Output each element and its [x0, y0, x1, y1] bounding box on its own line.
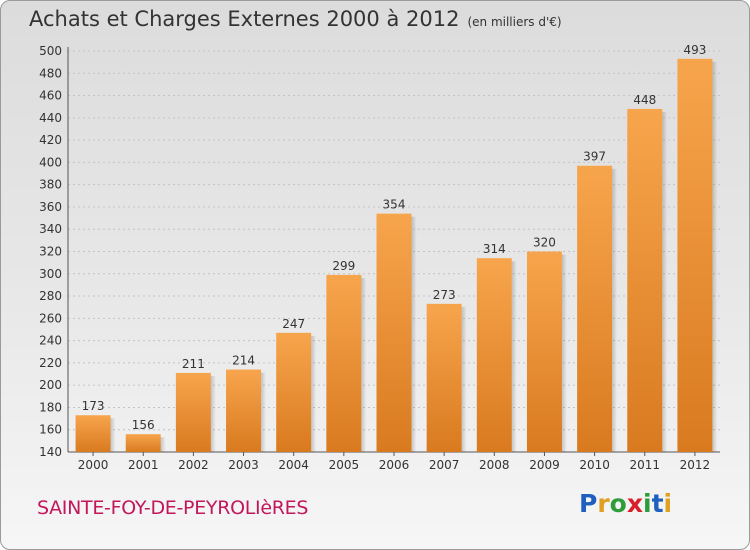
y-tick-label: 240 [39, 334, 62, 348]
x-tick-label: 2001 [128, 458, 159, 472]
y-tick-label: 360 [39, 200, 62, 214]
x-tick-label: 2002 [178, 458, 209, 472]
chart-subtitle: (en milliers d'€) [467, 15, 562, 29]
y-tick-label: 380 [39, 178, 62, 192]
bar-shadow [511, 261, 517, 452]
bar-shadow [712, 61, 718, 453]
x-tick-label: 2004 [278, 458, 309, 472]
data-label: 354 [383, 198, 406, 212]
bar [75, 415, 111, 452]
data-label: 314 [483, 242, 506, 256]
data-label: 448 [633, 93, 656, 107]
bar [175, 372, 211, 452]
proxiti-logo: Proxiti [579, 489, 672, 518]
data-label: 493 [683, 43, 706, 57]
bar-shadow [110, 418, 116, 452]
bar-shadow [160, 437, 166, 452]
data-label: 173 [82, 399, 105, 413]
x-tick-label: 2005 [329, 458, 360, 472]
bar [476, 258, 512, 452]
bar-shadow [210, 375, 216, 452]
data-label: 214 [232, 354, 255, 368]
logo-letter: i [663, 489, 673, 518]
x-tick-label: 2003 [228, 458, 259, 472]
logo-letter: r [597, 489, 610, 518]
y-tick-label: 260 [39, 311, 62, 325]
data-label: 156 [132, 418, 155, 432]
chart-title-text: Achats et Charges Externes 2000 à 2012 [29, 7, 460, 31]
y-tick-label: 160 [39, 423, 62, 437]
bar-shadow [361, 277, 367, 452]
y-tick-label: 460 [39, 89, 62, 103]
data-label: 247 [282, 317, 305, 331]
bar-shadow [261, 372, 267, 452]
y-tick-label: 220 [39, 356, 62, 370]
chart-title: Achats et Charges Externes 2000 à 2012 (e… [29, 7, 562, 31]
bar-shadow [612, 168, 618, 452]
bar [276, 332, 312, 452]
bar [627, 108, 663, 452]
logo-letter: o [609, 489, 627, 518]
x-tick-label: 2011 [629, 458, 660, 472]
x-tick-label: 2008 [479, 458, 510, 472]
x-tick-label: 2007 [429, 458, 460, 472]
y-tick-label: 440 [39, 111, 62, 125]
data-label: 320 [533, 236, 556, 250]
bar-shadow [461, 306, 467, 452]
bar [326, 274, 362, 452]
bar [577, 165, 613, 452]
bar [226, 369, 262, 452]
x-tick-label: 2006 [379, 458, 410, 472]
logo-letter: x [626, 489, 643, 518]
bar [526, 251, 562, 452]
commune-name: SAINTE-FOY-DE-PEYROLIèRES [37, 497, 309, 519]
y-tick-label: 320 [39, 245, 62, 259]
y-tick-label: 200 [39, 378, 62, 392]
bar-shadow [411, 216, 417, 452]
bar [376, 213, 412, 452]
y-tick-label: 140 [39, 445, 62, 459]
y-tick-label: 400 [39, 155, 62, 169]
y-tick-label: 420 [39, 133, 62, 147]
x-tick-label: 2000 [78, 458, 109, 472]
data-label: 273 [433, 288, 456, 302]
x-tick-label: 2012 [680, 458, 711, 472]
bar-shadow [561, 254, 567, 452]
y-tick-label: 480 [39, 66, 62, 80]
y-tick-label: 180 [39, 400, 62, 414]
bar-shadow [662, 111, 668, 452]
logo-letter: P [579, 489, 598, 518]
x-tick-label: 2009 [529, 458, 560, 472]
logo-letter: i [643, 489, 652, 518]
y-tick-label: 340 [39, 222, 62, 236]
y-tick-label: 280 [39, 289, 62, 303]
y-tick-label: 500 [39, 44, 62, 58]
logo-letter: t [651, 489, 664, 518]
bar [677, 58, 713, 453]
x-tick-label: 2010 [579, 458, 610, 472]
data-label: 397 [583, 150, 606, 164]
y-tick-label: 300 [39, 267, 62, 281]
bar-shadow [311, 335, 317, 452]
data-label: 299 [332, 259, 355, 273]
bar [125, 434, 161, 452]
data-label: 211 [182, 357, 205, 371]
bar [426, 303, 462, 452]
